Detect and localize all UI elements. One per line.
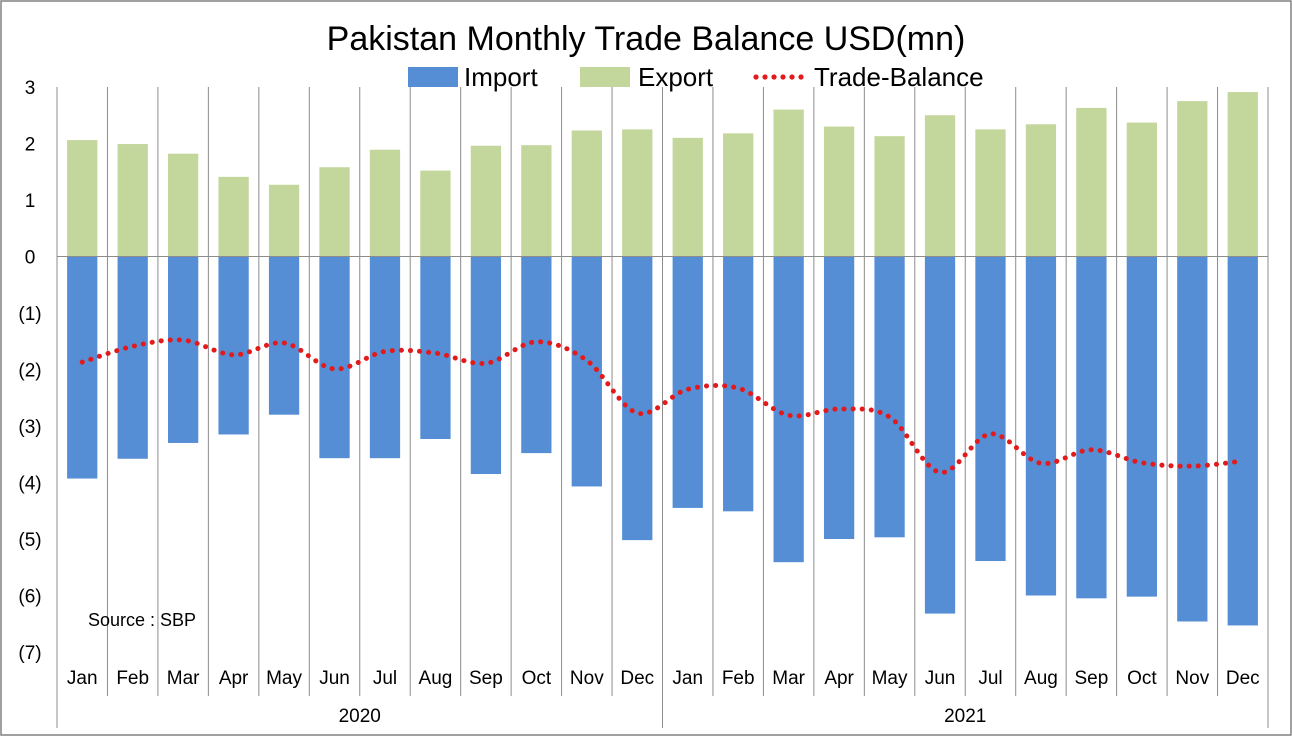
x-tick-label: Apr — [219, 668, 249, 689]
import-bar — [1076, 256, 1107, 599]
export-bar — [874, 136, 905, 257]
export-bar — [67, 140, 98, 257]
x-tick-label: Sep — [469, 668, 503, 689]
import-bar — [168, 256, 199, 443]
x-tick-label: Jun — [319, 668, 350, 689]
import-bar — [1227, 256, 1258, 626]
x-tick-label: May — [266, 668, 302, 689]
export-bar — [1025, 124, 1057, 257]
export-bar — [672, 137, 703, 257]
import-bar — [874, 256, 905, 538]
export-bar — [168, 153, 199, 257]
x-tick-label: Aug — [1024, 668, 1058, 689]
import-bar — [420, 256, 451, 439]
import-bar — [521, 256, 552, 454]
y-tick-label: (2) — [18, 361, 41, 382]
export-bar — [571, 130, 602, 257]
import-bar — [1177, 256, 1208, 622]
year-group-label: 2020 — [339, 706, 381, 727]
export-bar — [773, 109, 804, 257]
export-bar — [268, 184, 300, 257]
x-tick-label: Oct — [1127, 668, 1157, 689]
y-tick-label: 0 — [25, 248, 36, 269]
y-tick-label: 1 — [25, 191, 36, 212]
x-tick-label: Apr — [824, 668, 854, 689]
import-bar — [1126, 256, 1157, 597]
legend-swatch-import — [408, 67, 458, 87]
y-tick-label: (3) — [18, 417, 41, 438]
import-bar — [369, 256, 401, 459]
x-tick-label: Jan — [672, 668, 703, 689]
import-bar — [319, 256, 350, 459]
export-bar — [521, 145, 552, 257]
import-bar — [975, 256, 1006, 562]
x-tick-label: Mar — [772, 668, 805, 689]
legend: Import Export Trade-Balance — [408, 62, 984, 92]
export-bar — [319, 167, 350, 257]
y-tick-label: 3 — [25, 78, 36, 99]
export-bar — [975, 129, 1006, 257]
import-bar — [218, 256, 249, 435]
y-tick-label: (4) — [18, 474, 41, 495]
import-bar — [1025, 256, 1057, 596]
export-bar — [420, 170, 451, 257]
legend-label-export: Export — [638, 62, 714, 92]
x-tick-label: Nov — [1175, 668, 1209, 689]
export-bar — [924, 115, 956, 257]
y-tick-label: (5) — [18, 530, 41, 551]
import-bar — [672, 256, 703, 508]
import-bar — [67, 256, 98, 479]
x-tick-label: May — [872, 668, 908, 689]
x-tick-label: Aug — [419, 668, 453, 689]
plot-area: 3 2 1 0 (1) (2) (3) (4) (5) (6) (7) Jan Feb Mar Apr May… — [18, 78, 1269, 728]
chart-title: Pakistan Monthly Trade Balance USD(mn) — [327, 20, 966, 58]
export-bar — [117, 144, 148, 257]
export-bar — [823, 126, 855, 257]
export-bar — [1177, 101, 1208, 257]
legend-label-trade-balance: Trade-Balance — [814, 62, 984, 92]
import-bar — [470, 256, 502, 475]
x-tick-label: Feb — [116, 668, 149, 689]
import-bar — [268, 256, 300, 415]
x-tick-label: Jan — [67, 668, 98, 689]
export-bar — [723, 133, 754, 257]
x-tick-label: Feb — [722, 668, 755, 689]
y-tick-label: (7) — [18, 643, 41, 664]
import-bar — [117, 256, 148, 459]
legend-swatch-trade-balance — [753, 74, 804, 80]
y-tick-label: (6) — [18, 587, 41, 608]
x-tick-label: Jul — [373, 668, 397, 689]
y-tick-label: 2 — [25, 135, 36, 156]
year-group-label: 2021 — [944, 706, 986, 727]
legend-swatch-export — [580, 67, 630, 87]
import-bar — [773, 256, 804, 563]
x-tick-label: Sep — [1074, 668, 1108, 689]
import-bar — [622, 256, 653, 541]
y-tick-label: (1) — [18, 304, 41, 325]
export-bar — [622, 129, 653, 257]
x-tick-label: Dec — [620, 668, 654, 689]
x-tick-label: Dec — [1226, 668, 1260, 689]
source-annotation: Source : SBP — [88, 610, 196, 630]
export-bar — [369, 149, 401, 257]
x-tick-label: Oct — [522, 668, 552, 689]
x-tick-label: Jun — [925, 668, 956, 689]
x-tick-label: Mar — [167, 668, 200, 689]
export-bar — [218, 176, 249, 257]
import-bar — [823, 256, 855, 539]
export-bar — [1076, 107, 1107, 257]
import-bar — [723, 256, 754, 512]
legend-label-import: Import — [464, 62, 538, 92]
x-tick-label: Nov — [570, 668, 604, 689]
export-bar — [470, 145, 502, 257]
x-tick-label: Jul — [978, 668, 1002, 689]
export-bar — [1227, 92, 1258, 257]
export-bar — [1126, 122, 1157, 257]
import-bar — [924, 256, 956, 614]
